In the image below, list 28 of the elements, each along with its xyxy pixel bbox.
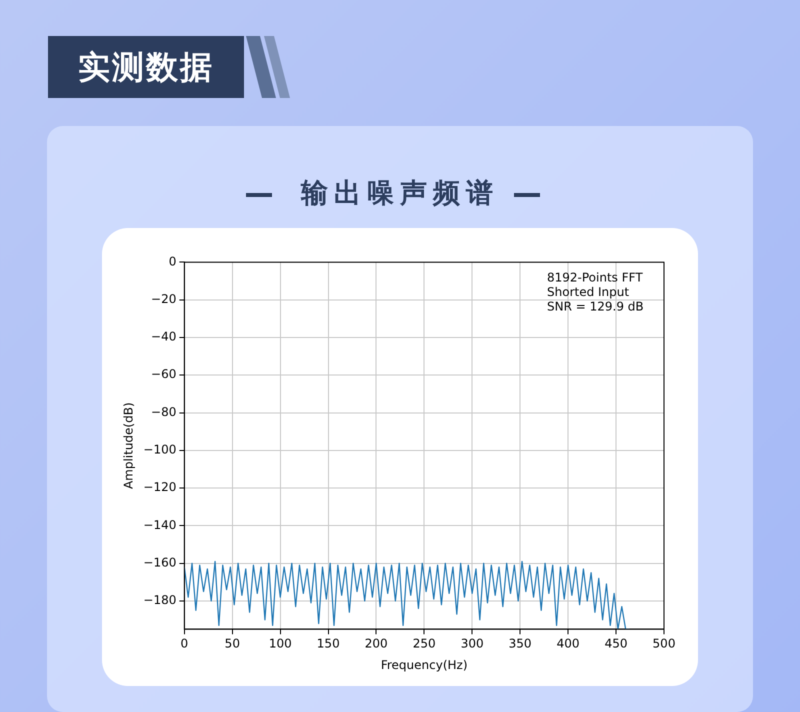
x-tick-label: 50 [224, 636, 240, 651]
x-tick-label: 150 [316, 636, 340, 651]
chart-title: 实测数据 [48, 36, 244, 98]
x-tick-label: 500 [652, 636, 676, 651]
y-tick-label: −80 [151, 404, 176, 419]
y-tick-label: −160 [143, 555, 176, 570]
y-tick-label: −60 [151, 367, 176, 382]
y-tick-label: −120 [143, 480, 176, 494]
annotation: Shorted Input [547, 284, 630, 299]
x-tick-label: 450 [604, 636, 628, 651]
x-tick-label: 400 [556, 636, 580, 651]
x-tick-label: 0 [180, 636, 188, 651]
y-tick-label: −180 [143, 593, 176, 608]
annotation: SNR = 129.9 dB [547, 299, 644, 314]
x-tick-label: 200 [364, 636, 388, 651]
y-tick-label: −100 [143, 442, 176, 457]
x-tick-label: 100 [268, 636, 292, 651]
chart-subtitle: 输出噪声频谱 [300, 177, 500, 211]
x-tick-label: 300 [460, 636, 484, 651]
x-axis-title: Frequency(Hz) [380, 658, 468, 672]
y-tick-label: −140 [143, 518, 176, 532]
x-tick-label: 350 [508, 636, 532, 651]
x-tick-label: 250 [412, 636, 436, 651]
y-tick-label: 0 [168, 254, 176, 268]
y-tick-label: −20 [151, 292, 176, 306]
y-axis-title: Amplitude(dB) [121, 402, 136, 490]
annotation: 8192-Points FFT [547, 270, 644, 284]
y-tick-label: −40 [151, 330, 176, 344]
